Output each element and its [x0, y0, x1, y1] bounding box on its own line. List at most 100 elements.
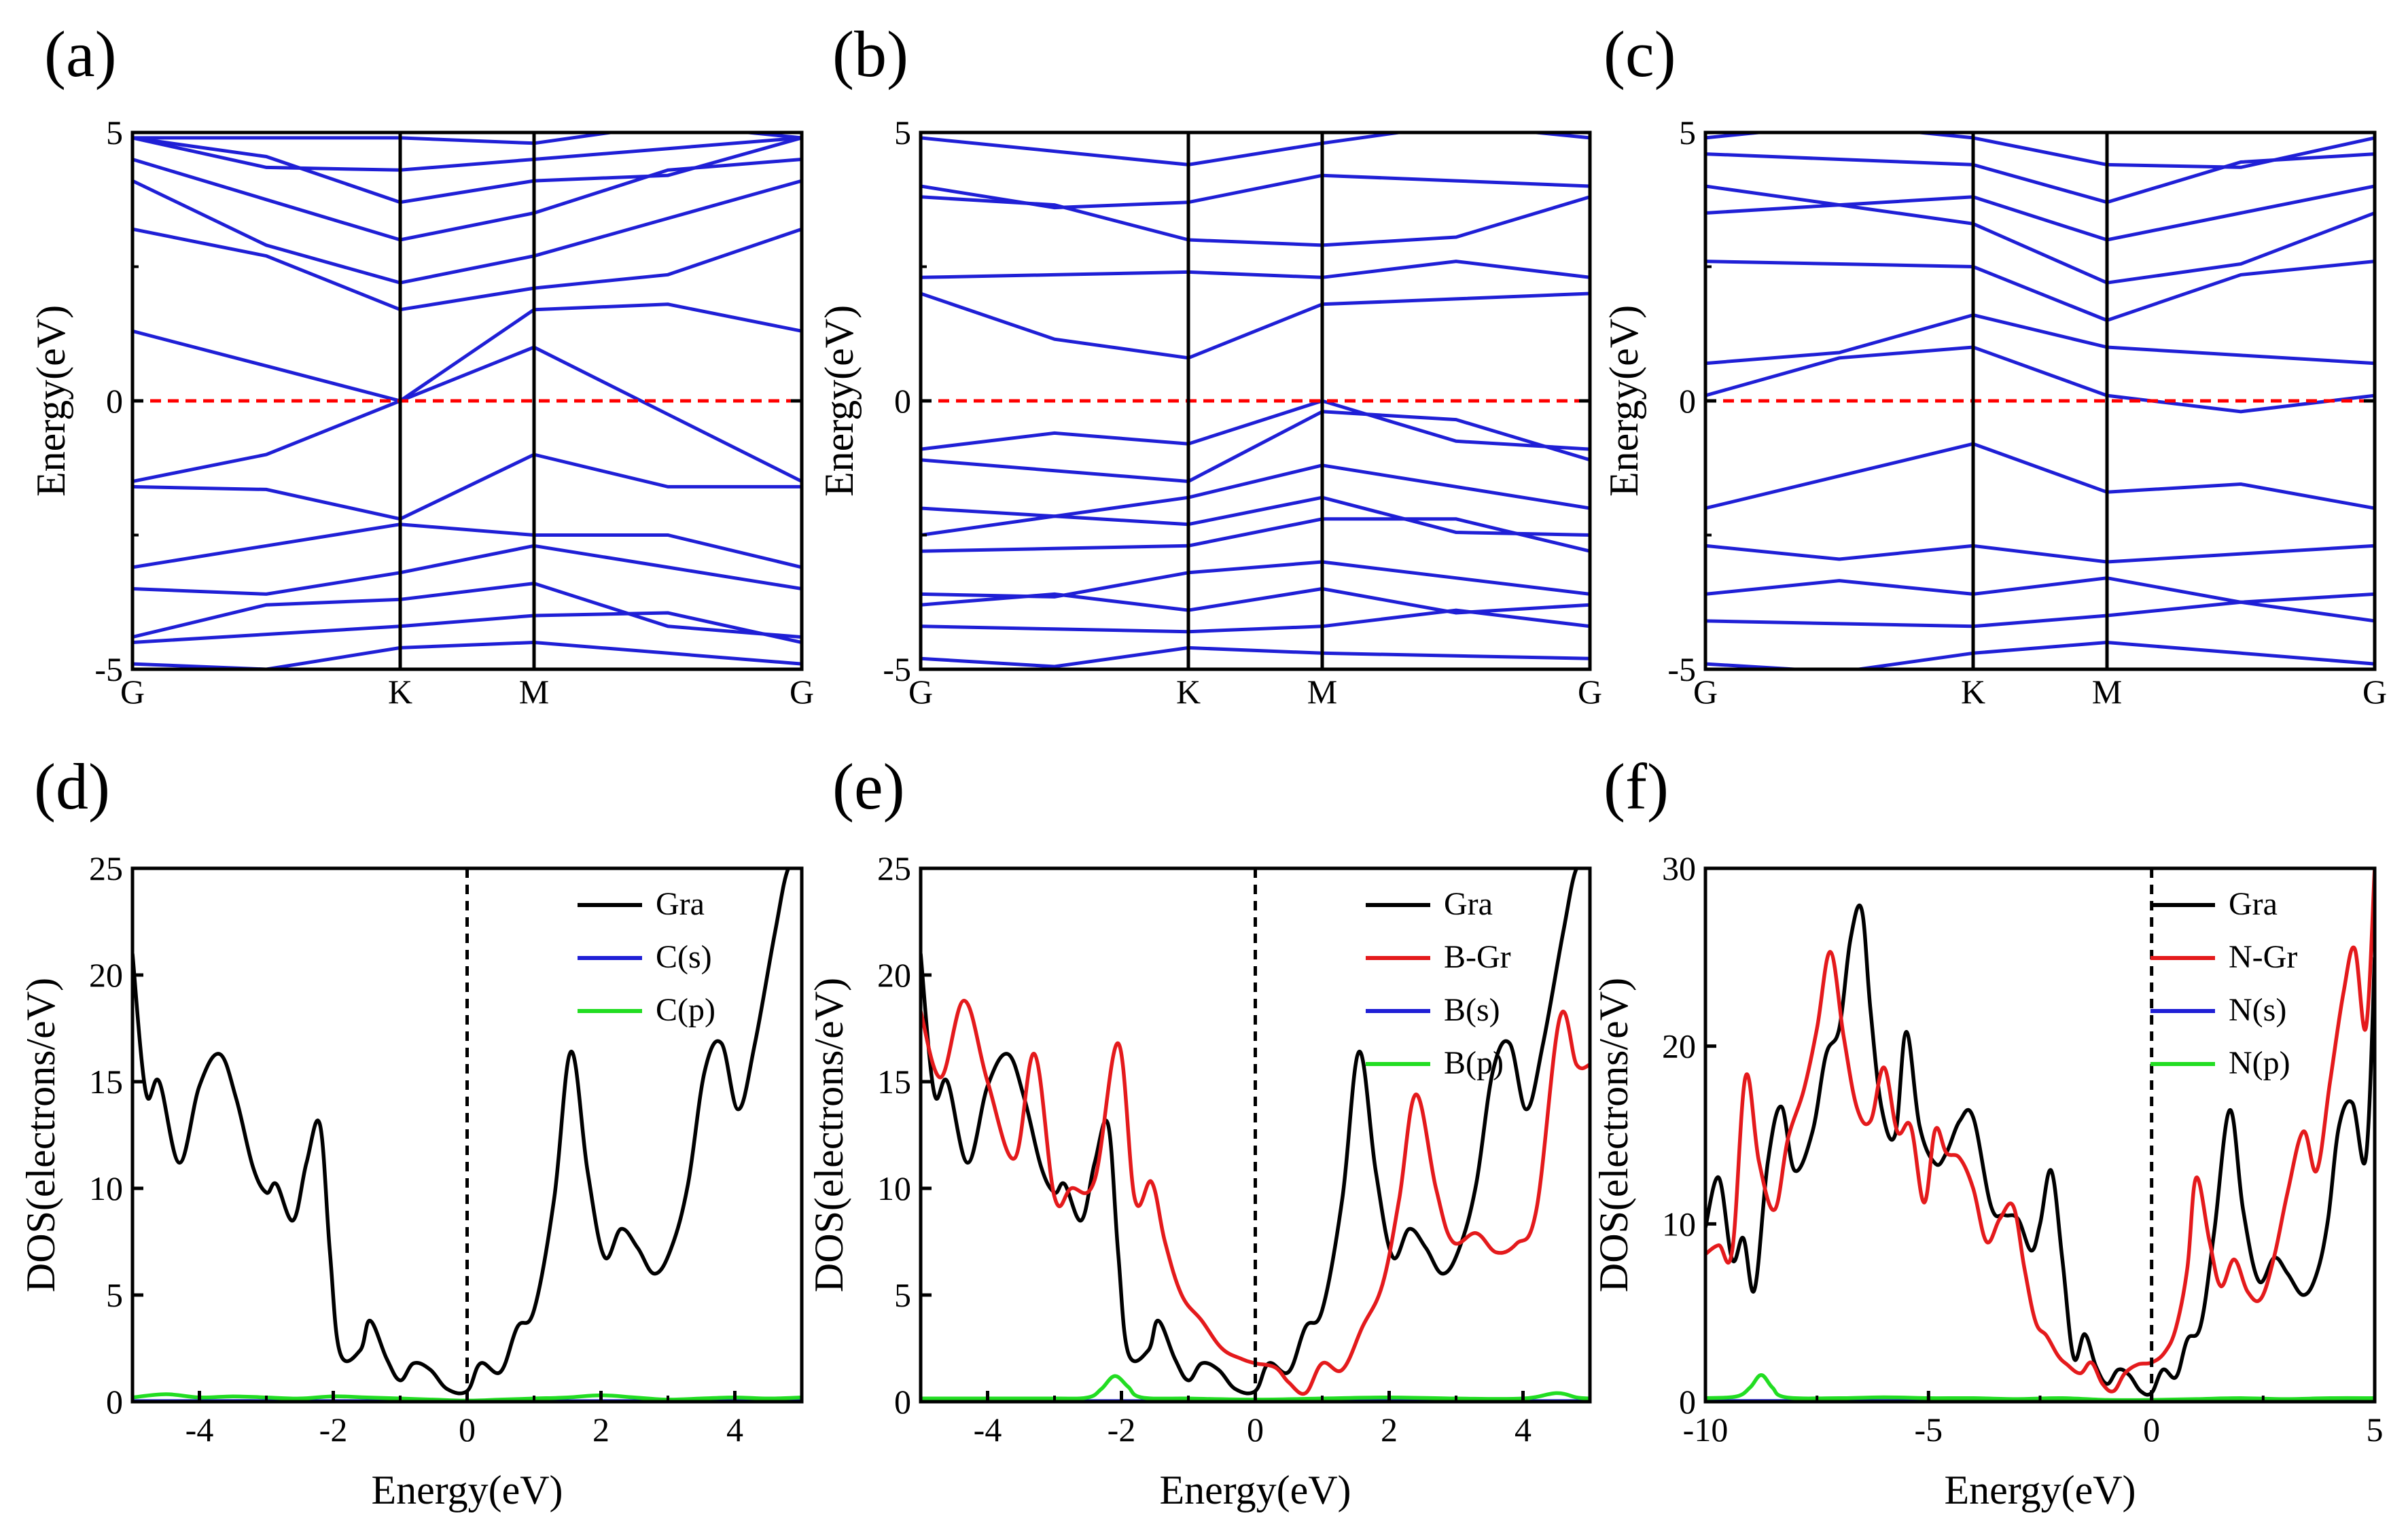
xtick-label: 0: [2143, 1411, 2160, 1449]
legend-label: C(s): [656, 939, 712, 975]
panel-label-d: (d): [34, 750, 110, 823]
band-line: [2106, 641, 2375, 666]
band-line: [400, 345, 535, 403]
band-line: [400, 254, 535, 285]
band-line: [1972, 641, 2108, 655]
band-line: [533, 345, 802, 483]
band-line: [921, 544, 1189, 553]
band-line: [1972, 136, 2108, 166]
band-line: [1188, 495, 1323, 527]
ytick-label: -5: [94, 650, 123, 688]
band-line: [1188, 560, 1323, 575]
band-line: [132, 136, 401, 205]
band-line: [400, 179, 535, 205]
band-line: [1322, 560, 1590, 596]
band-line: [1188, 302, 1323, 360]
band-line: [2106, 345, 2375, 366]
band-line: [1972, 576, 2108, 596]
kpoint-label: M: [2092, 673, 2122, 711]
legend-label: Gra: [2229, 886, 2278, 922]
band-line: [921, 624, 1189, 634]
band-line: [2106, 136, 2375, 169]
panel-a: (a) -5 0 5 G K M G Energy(eV): [29, 18, 814, 711]
band-line: [1188, 463, 1323, 499]
xtick-label: -4: [185, 1411, 214, 1449]
kpoint-label: M: [519, 673, 549, 711]
ytick-label: -5: [1667, 650, 1696, 688]
legend-label: N-Gr: [2229, 939, 2297, 975]
legend-label: B(s): [1444, 992, 1500, 1028]
band-line: [921, 195, 1189, 242]
band-line: [132, 227, 401, 312]
band-line: [533, 544, 802, 590]
ytick-label: 20: [1662, 1027, 1696, 1065]
band-line: [921, 184, 1189, 210]
band-line: [921, 645, 1189, 669]
legend: Gra B-Gr B(s) B(p): [1366, 886, 1511, 1081]
band-line: [132, 522, 401, 569]
band-line: [1322, 651, 1590, 660]
band-line: [132, 179, 401, 285]
xtick-label: -5: [1915, 1411, 1943, 1449]
band-line: [1322, 517, 1590, 553]
band-line: [1322, 260, 1590, 279]
panel-label-b: (b): [832, 18, 908, 90]
band-line: [1972, 614, 2108, 628]
series-gra: [132, 868, 802, 1396]
band-line: [132, 158, 401, 242]
kpoint-label: G: [790, 673, 814, 711]
y-axis-label: Energy(eV): [29, 305, 73, 497]
legend-label: Gra: [1444, 886, 1493, 922]
band-line: [2106, 260, 2375, 322]
ytick-label: 0: [894, 382, 911, 420]
band-line: [1322, 495, 1590, 537]
ytick-label: 20: [89, 956, 123, 994]
band-line: [399, 453, 535, 521]
band-line: [1188, 141, 1323, 166]
band-line: [921, 495, 1189, 518]
band-line: [1187, 410, 1324, 483]
band-line: [921, 592, 1189, 612]
band-line: [1322, 399, 1590, 451]
band-line: [533, 641, 802, 666]
band-line: [400, 522, 535, 537]
ytick-label: 0: [106, 1383, 123, 1421]
band-line: [1705, 579, 1974, 596]
band-line: [533, 453, 802, 489]
band-line: [400, 582, 535, 601]
legend-label: B-Gr: [1444, 939, 1511, 975]
band-line: [1188, 645, 1323, 655]
legend-label: C(p): [656, 992, 715, 1028]
xtick-label: -2: [319, 1411, 348, 1449]
ytick-label: 0: [1679, 1383, 1696, 1421]
ytick-label: 25: [877, 849, 911, 887]
band-line: [1972, 442, 2108, 494]
y-axis-label: Energy(eV): [1601, 305, 1646, 497]
ytick-label: 5: [894, 1276, 911, 1314]
ytick-label: -5: [883, 650, 911, 688]
band-line: [1705, 651, 1974, 669]
series-gra: [921, 868, 1590, 1396]
band-line: [1972, 265, 2108, 322]
panel-label-a: (a): [44, 18, 117, 90]
band-line: [1322, 173, 1590, 188]
kpoint-label: K: [388, 673, 412, 711]
xtick-label: 5: [2367, 1411, 2384, 1449]
band-line: [1322, 587, 1590, 615]
band-line: [921, 571, 1189, 599]
band-line: [132, 329, 401, 403]
legend: Gra N-Gr N(s) N(p): [2150, 886, 2297, 1081]
xtick-label: 4: [1515, 1411, 1531, 1449]
kpoint-label: G: [908, 673, 933, 711]
y-axis-label: DOS(electrons/eV): [807, 978, 851, 1292]
y-axis-label: DOS(electrons/eV): [18, 978, 63, 1292]
legend-label: B(p): [1444, 1045, 1504, 1081]
band-line: [921, 431, 1189, 451]
ytick-label: 10: [877, 1169, 911, 1207]
band-line: [1188, 270, 1323, 279]
panel-label-e: (e): [832, 750, 905, 823]
band-line: [1188, 238, 1323, 247]
panel-d: (d) -4 -2 0 2 4 0 5 10 15 20 25 Energy(eV) DOS(electr…: [18, 750, 804, 1512]
legend: Gra C(s) C(p): [578, 886, 715, 1028]
band-line: [1705, 313, 1974, 366]
